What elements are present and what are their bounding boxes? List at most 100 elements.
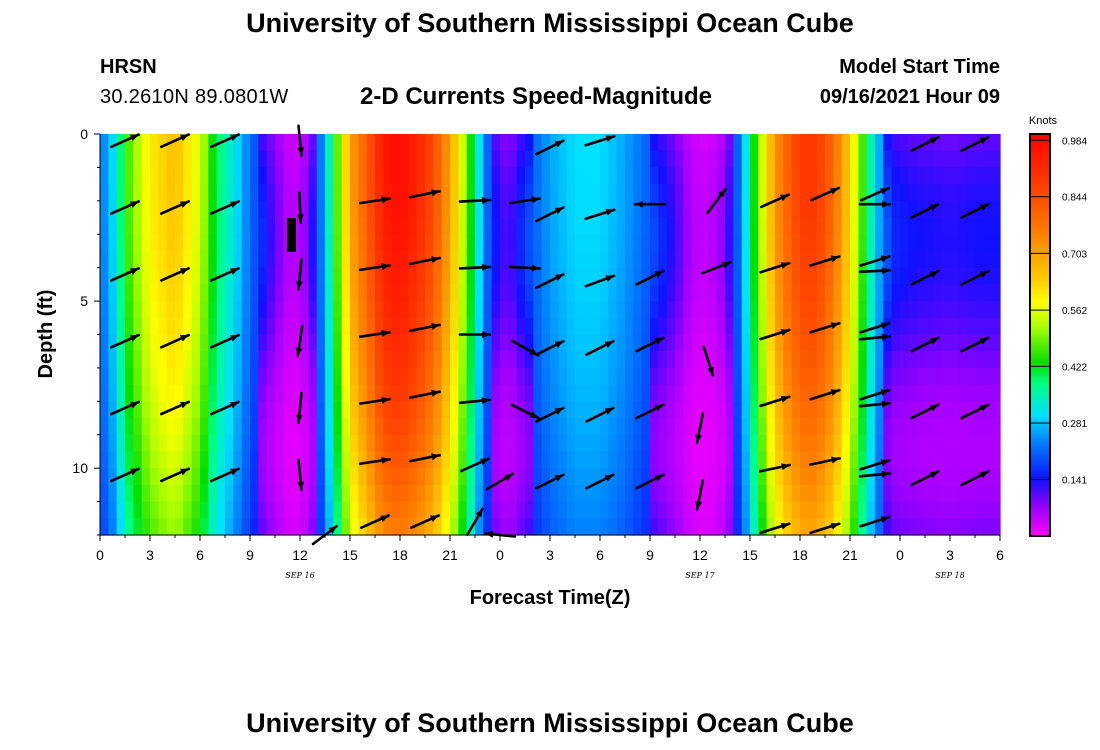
heatmap-cell: [191, 484, 201, 503]
heatmap-cell: [491, 501, 501, 519]
heatmap-cell: [858, 150, 868, 169]
heatmap-cell: [400, 451, 409, 469]
heatmap-cell: [716, 317, 726, 336]
heatmap-cell: [950, 234, 959, 252]
current-arrow: [295, 324, 304, 358]
heatmap-cell: [683, 184, 693, 202]
heatmap-cell: [533, 317, 543, 336]
heatmap-cell: [841, 284, 851, 302]
heatmap-cell: [475, 217, 484, 235]
heatmap-cell: [800, 468, 809, 486]
heatmap-cell: [483, 401, 493, 419]
heatmap-cell: [916, 284, 926, 302]
heatmap-cell: [366, 234, 376, 252]
heatmap-cell: [458, 167, 468, 185]
heatmap-cell: [250, 284, 259, 302]
heatmap-cell: [766, 451, 776, 469]
current-arrow: [210, 200, 240, 215]
heatmap-cell: [158, 184, 168, 202]
heatmap-cell: [933, 334, 943, 352]
heatmap-cell: [175, 418, 184, 436]
arrow-head: [604, 341, 614, 348]
heatmap-cell: [208, 484, 218, 503]
heatmap-cell: [408, 484, 418, 503]
heatmap-cell: [391, 184, 401, 202]
x-tick-label: 3: [546, 547, 554, 563]
heatmap-cell: [333, 351, 343, 369]
heatmap-cell: [725, 501, 734, 519]
current-arrow: [584, 134, 616, 147]
heatmap-cell: [158, 468, 168, 486]
current-arrow: [535, 406, 565, 423]
current-arrow: [960, 136, 990, 152]
heatmap-cell: [625, 401, 634, 419]
heatmap-cell: [750, 184, 759, 202]
heatmap-cell: [516, 301, 526, 319]
heatmap-cell: [433, 150, 443, 169]
heatmap-cell: [725, 234, 734, 252]
heatmap-cell: [883, 418, 893, 436]
heatmap-cell: [783, 200, 793, 219]
heatmap-cell: [683, 518, 693, 536]
heatmap-cell: [416, 167, 426, 185]
arrow-head: [481, 263, 490, 271]
heatmap-cell: [275, 401, 284, 419]
heatmap-cell: [591, 434, 601, 453]
heatmap-cell: [200, 234, 209, 252]
heatmap-cell: [408, 384, 418, 402]
heatmap-cell: [866, 250, 876, 269]
heatmap-cell: [783, 150, 793, 169]
heatmap-cell: [450, 250, 459, 269]
heatmap-cell: [916, 484, 926, 503]
heatmap-cell: [516, 167, 526, 185]
heatmap-cell: [508, 150, 518, 169]
heatmap-cell: [716, 267, 726, 285]
heatmap-cell: [550, 167, 559, 185]
heatmap-cell: [916, 267, 926, 285]
heatmap-cell: [500, 150, 509, 169]
heatmap-cell: [275, 284, 284, 302]
current-arrow: [859, 186, 891, 202]
heatmap-cell: [858, 317, 868, 336]
heatmap-cell: [175, 284, 184, 302]
heatmap-cell: [758, 134, 768, 152]
heatmap-cell: [233, 267, 243, 285]
arrow-head: [130, 401, 139, 409]
heatmap-cell: [741, 351, 751, 369]
arrow-head: [130, 134, 139, 141]
heatmap-cell: [266, 317, 276, 336]
arrow-head: [979, 137, 989, 144]
heatmap-cell: [166, 284, 176, 302]
heatmap-cell: [208, 250, 218, 269]
heatmap-cell: [925, 167, 934, 185]
heatmap-cell: [400, 217, 409, 235]
heatmap-cell: [441, 284, 451, 302]
heatmap-cell: [533, 301, 543, 319]
x-tick-label: 18: [792, 547, 808, 563]
heatmap-cell: [900, 150, 909, 169]
heatmap-cell: [725, 301, 734, 319]
heatmap-cell: [191, 384, 201, 402]
heatmap-cell: [583, 200, 593, 219]
heatmap-cell: [333, 150, 343, 169]
heatmap-cell: [850, 434, 859, 453]
heatmap-cell: [616, 367, 626, 386]
heatmap-cell: [650, 301, 659, 319]
heatmap-cell: [483, 518, 493, 536]
heatmap-cell: [433, 451, 443, 469]
heatmap-cell: [833, 217, 843, 235]
heatmap-cell: [350, 150, 359, 169]
heatmap-cell: [858, 518, 868, 536]
heatmap-cell: [800, 234, 809, 252]
heatmap-cell: [891, 351, 901, 369]
heatmap-cell: [500, 317, 509, 336]
heatmap-cell: [300, 267, 309, 285]
heatmap-cell: [458, 234, 468, 252]
heatmap-cell: [166, 418, 176, 436]
heatmap-cell: [575, 367, 584, 386]
heatmap-cell: [233, 351, 243, 369]
heatmap-cell: [708, 434, 718, 453]
heatmap-cell: [666, 367, 676, 386]
heatmap-cell: [491, 484, 501, 503]
heatmap-cell: [733, 434, 743, 453]
